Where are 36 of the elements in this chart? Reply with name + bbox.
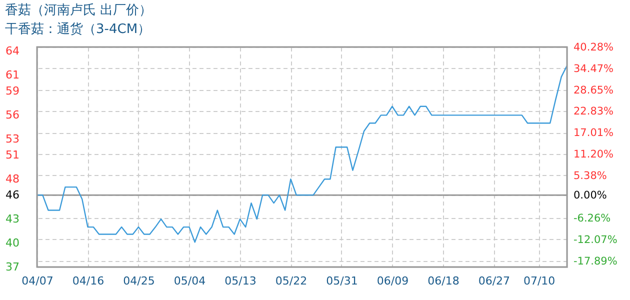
y2-tick-label: -12.07% (574, 234, 618, 246)
y2-tick-label: 11.20% (574, 148, 614, 160)
y-tick-label: 40 (6, 236, 20, 250)
y-tick-label: 61 (6, 68, 20, 82)
x-tick-label: 06/18 (428, 274, 460, 288)
x-tick-label: 05/31 (326, 274, 358, 288)
x-tick-label: 05/13 (224, 274, 256, 288)
chart-subtitle: 干香菇：通货（3-4CM） (5, 22, 151, 37)
x-tick-label: 07/10 (523, 274, 556, 288)
y-tick-label: 48 (6, 172, 20, 186)
x-tick-label: 04/25 (123, 274, 155, 288)
y-tick-label: 43 (6, 212, 20, 226)
x-tick-label: 06/09 (376, 274, 409, 288)
y2-tick-label: -6.26% (574, 212, 611, 225)
y2-tick-label: 0.00% (574, 190, 607, 202)
y2-tick-label: 5.38% (574, 170, 607, 182)
y2-tick-label: -17.89% (574, 255, 618, 268)
chart-title: 香菇（河南卢氏 出厂价） (5, 3, 152, 18)
y2-tick-label: 34.47% (574, 62, 614, 75)
y-tick-label: 51 (6, 148, 20, 162)
y-tick-label: 64 (6, 44, 20, 58)
y2-tick-label: 40.28% (574, 42, 614, 54)
x-tick-label: 04/16 (72, 274, 104, 288)
line-series (37, 65, 567, 243)
x-tick-label: 04/07 (22, 274, 54, 288)
y2-tick-label: 17.01% (574, 127, 614, 140)
x-tick-label: 05/04 (174, 274, 206, 288)
y2-tick-label: 22.83% (574, 106, 614, 118)
y-tick-label: 59 (6, 84, 20, 98)
y-tick-label: 53 (6, 132, 20, 146)
x-tick-label: 06/27 (478, 274, 510, 288)
y-tick-label: 37 (6, 260, 20, 274)
y-tick-label: 56 (6, 108, 20, 122)
x-tick-label: 05/22 (275, 274, 308, 288)
y-tick-label: 46 (6, 188, 20, 202)
y2-tick-label: 28.65% (574, 84, 614, 96)
